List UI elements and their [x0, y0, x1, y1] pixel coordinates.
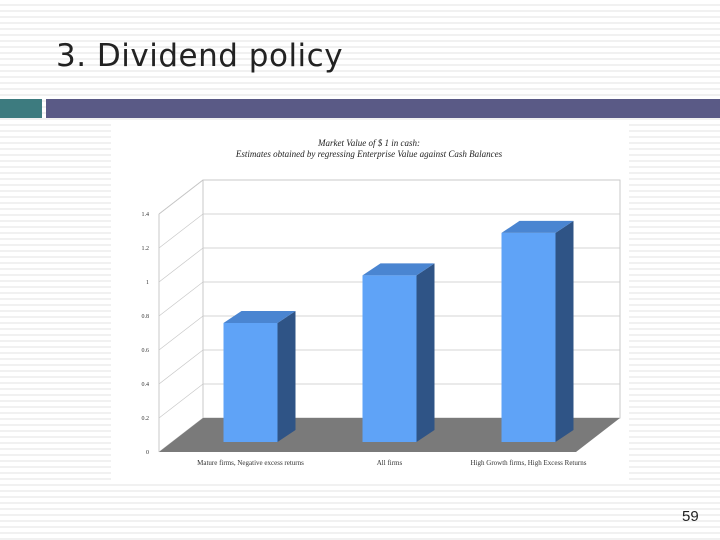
bar-top [223, 311, 296, 323]
y-tick-label: 1.4 [142, 212, 150, 218]
gridline-side [158, 315, 204, 351]
bar-side [416, 263, 435, 442]
x-category-label: Mature firms, Negative excess returns [197, 459, 304, 467]
bar-front [501, 232, 556, 442]
gridline-side [158, 349, 204, 385]
bar-side [555, 220, 574, 442]
y-tick-label: 0.4 [142, 382, 150, 388]
bar-front [223, 323, 278, 442]
bar [223, 311, 296, 442]
gridline-side [158, 247, 204, 283]
y-tick-label: 1 [146, 280, 149, 286]
gridline-side [158, 213, 204, 249]
chart-image: Market Value of $ 1 in cash: Estimates o… [111, 124, 629, 484]
y-tick-label: 0.8 [142, 314, 150, 320]
bar-chart: Market Value of $ 1 in cash: Estimates o… [142, 138, 621, 467]
x-axis-categories: Mature firms, Negative excess returns All… [197, 459, 587, 467]
y-tick-label: 0.6 [142, 348, 150, 354]
y-tick-label: 1.2 [142, 246, 150, 252]
page-number: 59 [682, 508, 699, 525]
y-axis-ticks: 0 0.2 0.4 0.6 0.8 1 1.2 1.4 [142, 212, 150, 456]
gridline-side [158, 281, 204, 317]
x-category-label: All firms [377, 459, 403, 467]
slide-title: 3. Dividend policy [56, 38, 344, 74]
bar-front [362, 275, 417, 442]
bar [362, 263, 435, 442]
bar-side [277, 311, 296, 442]
gridline-side [158, 179, 204, 215]
title-accent-bar [0, 99, 42, 118]
chart-subtitle: Estimates obtained by regressing Enterpr… [235, 149, 503, 159]
title-underline-bar [46, 99, 720, 118]
y-tick-label: 0 [146, 450, 149, 456]
bar [501, 220, 574, 442]
bar-top [362, 263, 435, 276]
gridline-side [158, 383, 204, 419]
chart-title: Market Value of $ 1 in cash: [317, 138, 420, 148]
x-category-label: High Growth firms, High Excess Returns [471, 459, 587, 467]
bars [223, 220, 574, 442]
bar-top [501, 220, 574, 233]
y-tick-label: 0.2 [142, 416, 150, 422]
